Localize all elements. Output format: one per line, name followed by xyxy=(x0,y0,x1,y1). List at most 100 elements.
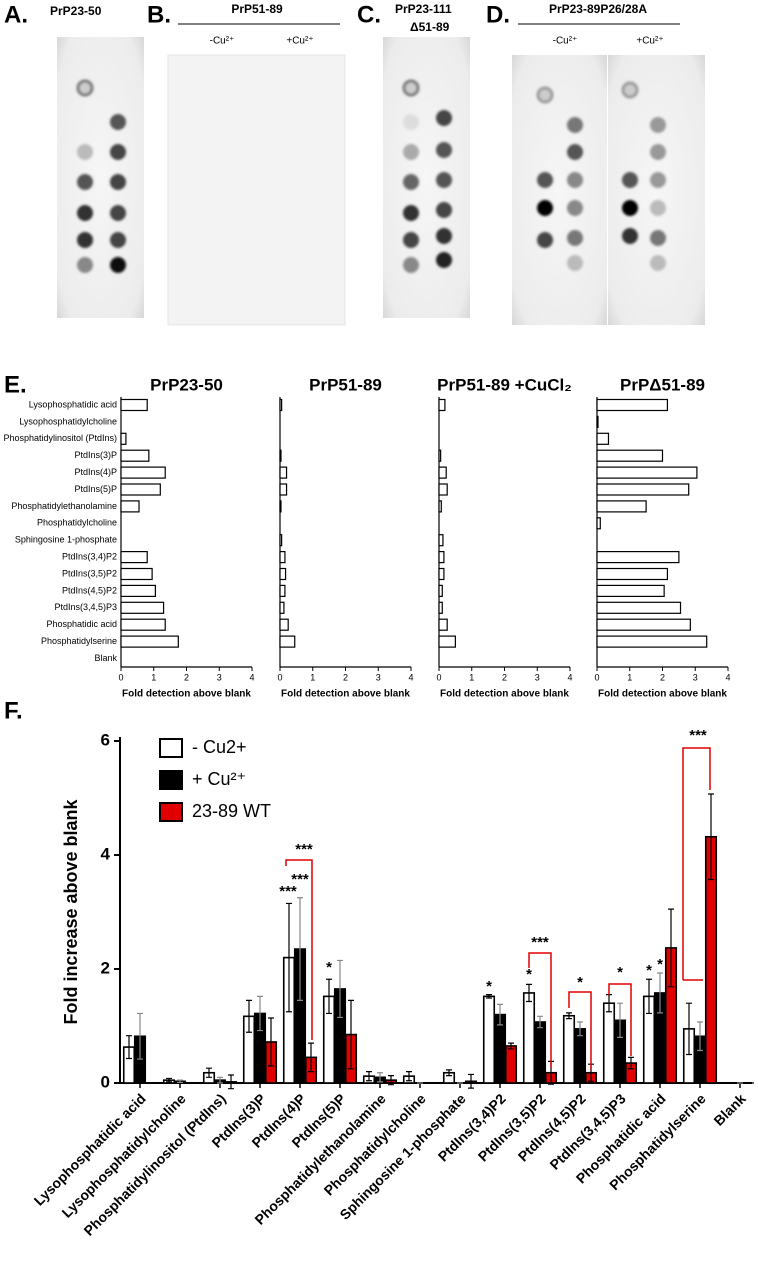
category-label: Phosphatidylethanolamine xyxy=(11,501,117,511)
chart-title: PrP51-89 +CuCl₂ xyxy=(437,375,572,394)
error-bar xyxy=(177,1079,183,1084)
bar xyxy=(120,601,165,614)
significance: *** xyxy=(295,841,313,858)
blot-dot xyxy=(77,205,93,221)
bar xyxy=(120,466,166,479)
bar xyxy=(438,550,445,564)
bar xyxy=(533,1021,547,1084)
blot-dot xyxy=(110,174,126,190)
bar xyxy=(596,415,599,428)
blot-dot xyxy=(436,252,452,268)
category-label: PtdIns(4)P xyxy=(74,467,117,477)
error-bar xyxy=(217,1076,223,1084)
error-bar xyxy=(577,1021,583,1037)
category-label: Blank xyxy=(94,653,117,663)
bar xyxy=(279,584,286,598)
error-bar xyxy=(126,1035,132,1060)
blot-dot xyxy=(77,174,93,190)
category-label: PtdIns(3,5)P2 xyxy=(62,568,117,578)
x-tick-label: 2 xyxy=(660,672,665,682)
x-tick-label: 3 xyxy=(217,672,222,682)
bar xyxy=(120,483,161,496)
significance: * xyxy=(526,966,532,983)
legend-swatch xyxy=(159,738,183,758)
blot-dot xyxy=(436,142,452,158)
bar xyxy=(438,398,446,412)
y-axis-label: Fold increase above blank xyxy=(61,798,81,1024)
blot-dot xyxy=(110,144,126,160)
panel-title: PrP51-89 xyxy=(231,2,283,16)
y-tick-label: 6 xyxy=(101,730,110,749)
category-label: PtdIns(3,4)P2 xyxy=(62,551,117,561)
category-label: PtdIns(5)P xyxy=(74,484,117,494)
legend-label: - Cu2+ xyxy=(192,737,247,757)
x-tick-label: 4 xyxy=(408,672,413,682)
bar xyxy=(522,992,536,1084)
panel-title: PrP23-89P26/28A xyxy=(549,2,647,16)
bar xyxy=(438,567,445,581)
blot-strip xyxy=(57,37,144,318)
bar xyxy=(279,635,296,648)
error-bar xyxy=(366,1071,372,1082)
category-label: PtdIns(3)P xyxy=(74,450,117,460)
blot-dot xyxy=(650,144,666,160)
blot-strip xyxy=(608,55,705,325)
blot-dot xyxy=(621,81,639,99)
error-bar xyxy=(708,793,714,881)
blot-dot xyxy=(650,117,666,133)
error-bar xyxy=(348,999,354,1070)
error-bar xyxy=(486,994,492,999)
error-bar xyxy=(326,978,332,1015)
bar xyxy=(602,1002,616,1084)
error-bar xyxy=(617,1002,623,1038)
x-tick-label: 4 xyxy=(249,672,254,682)
bar xyxy=(596,618,691,631)
bar xyxy=(596,567,669,581)
x-tick-label: 4 xyxy=(725,672,730,682)
bar xyxy=(438,483,448,496)
bar xyxy=(596,550,680,564)
blot-strip xyxy=(383,37,470,318)
legend-swatch xyxy=(159,802,183,822)
bar xyxy=(596,584,665,598)
blot-dot xyxy=(76,79,94,97)
error-bar xyxy=(508,1042,514,1050)
blot-dot xyxy=(650,172,666,188)
bar xyxy=(596,449,664,462)
x-tick-label: 1 xyxy=(310,672,315,682)
x-axis-label: Fold detection above blank xyxy=(440,689,569,700)
blot-dot xyxy=(436,110,452,126)
blot-dot xyxy=(567,255,583,271)
x-tick-label: 1 xyxy=(627,672,632,682)
blot-dot xyxy=(110,257,126,273)
category-label: Phosphatidylcholine xyxy=(37,518,117,528)
x-tick-label: 0 xyxy=(594,672,599,682)
panel-title: PrP23-50 xyxy=(50,4,102,18)
blot-dot xyxy=(567,144,583,160)
panel-label: C. xyxy=(357,1,381,28)
error-bar xyxy=(497,1003,503,1026)
bar xyxy=(279,618,289,631)
blot-dot xyxy=(436,172,452,188)
error-bar xyxy=(566,1012,572,1020)
significance-bracket xyxy=(568,991,592,1070)
significance: *** xyxy=(531,934,549,951)
bar xyxy=(482,995,496,1084)
x-tick-label: 4 xyxy=(567,672,572,682)
chart-title: PrPΔ51-89 xyxy=(620,375,705,394)
legend-swatch xyxy=(159,770,183,790)
bar xyxy=(438,601,443,614)
error-bar xyxy=(377,1072,383,1083)
bar xyxy=(279,550,286,564)
blot-dot xyxy=(110,114,126,130)
error-bar xyxy=(308,1042,314,1073)
blot-dot xyxy=(650,255,666,271)
condition-label: +Cu²⁺ xyxy=(286,36,313,47)
bar xyxy=(120,550,148,564)
error-bar xyxy=(537,1015,543,1029)
bar xyxy=(438,584,443,598)
error-bar xyxy=(206,1067,212,1078)
bar xyxy=(279,500,282,513)
panel-label: E. xyxy=(4,371,27,398)
